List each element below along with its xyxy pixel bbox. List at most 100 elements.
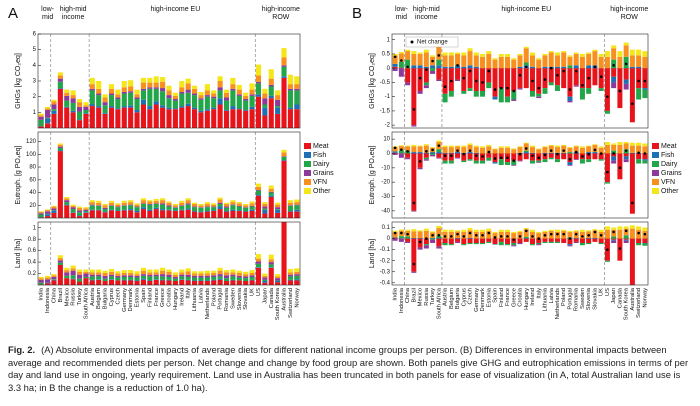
bar-segment bbox=[185, 198, 191, 201]
bar-segment bbox=[442, 147, 448, 153]
bar-segment bbox=[230, 269, 236, 273]
bar-segment bbox=[623, 142, 629, 144]
bar-segment bbox=[51, 274, 57, 276]
bar-segment bbox=[287, 272, 293, 275]
x-tick-label: India bbox=[39, 287, 45, 300]
bar-segment bbox=[511, 149, 517, 154]
bar-segment bbox=[611, 150, 617, 154]
bar-segment bbox=[442, 238, 448, 243]
bar-segment bbox=[64, 95, 70, 101]
bar-segment bbox=[275, 209, 281, 210]
bar-segment bbox=[198, 280, 204, 281]
bar-segment bbox=[642, 159, 648, 161]
net-change-marker bbox=[562, 69, 566, 73]
bar-segment bbox=[64, 100, 70, 107]
bar-segment bbox=[294, 275, 300, 280]
bar-segment bbox=[561, 153, 567, 160]
bar-segment bbox=[89, 84, 95, 89]
x-tick-label: Czech bbox=[115, 288, 121, 304]
y-tick-label: -30 bbox=[381, 194, 390, 200]
bar-segment bbox=[598, 238, 604, 243]
bar-segment bbox=[64, 89, 70, 93]
bar-segment bbox=[448, 90, 454, 97]
bar-segment bbox=[268, 196, 274, 218]
group-label: high-mid income bbox=[412, 6, 440, 21]
net-change-marker bbox=[468, 231, 472, 235]
bar-segment bbox=[392, 147, 398, 152]
bar-segment bbox=[249, 272, 255, 276]
bar-segment bbox=[179, 209, 185, 211]
bar-segment bbox=[76, 216, 83, 218]
y-tick-label: -40 bbox=[381, 208, 390, 214]
bar-segment bbox=[147, 109, 153, 128]
bar-segment bbox=[102, 113, 108, 114]
y-tick-label: 20 bbox=[29, 203, 36, 209]
bar-segment bbox=[160, 107, 166, 128]
bar-segment bbox=[405, 49, 411, 52]
bar-segment bbox=[294, 109, 300, 128]
bar-segment bbox=[430, 154, 436, 157]
bar-segment bbox=[561, 144, 567, 146]
bar-segment bbox=[511, 245, 517, 247]
bar-segment bbox=[83, 271, 89, 274]
x-tick-label: South Korea bbox=[624, 287, 630, 320]
bar-segment bbox=[198, 203, 204, 206]
bar-segment bbox=[230, 280, 236, 285]
net-change-marker bbox=[618, 247, 622, 250]
bar-segment bbox=[249, 203, 255, 206]
axes-frame bbox=[391, 33, 649, 129]
x-tick-label: US bbox=[256, 288, 262, 296]
bar-segment bbox=[586, 52, 592, 54]
net-change-marker bbox=[456, 64, 459, 67]
bar-segment bbox=[230, 200, 236, 203]
y-axis-label: Land [ha] bbox=[15, 239, 22, 268]
bar-segment bbox=[642, 143, 648, 147]
bar-segment bbox=[523, 46, 529, 49]
x-tick-label: Slovenia bbox=[237, 287, 243, 310]
bar-segment bbox=[480, 243, 486, 245]
legend-label: Other bbox=[661, 188, 679, 195]
bar-segment bbox=[423, 145, 429, 153]
bar-segment bbox=[243, 280, 249, 285]
bar-segment bbox=[128, 80, 134, 87]
bar-segment bbox=[548, 145, 554, 153]
bar-segment bbox=[38, 278, 44, 280]
bar-segment bbox=[405, 51, 411, 60]
bar-segment bbox=[405, 153, 411, 158]
bar-segment bbox=[517, 88, 523, 90]
bar-segment bbox=[64, 272, 70, 276]
bar-segment bbox=[185, 92, 191, 104]
legend-swatch bbox=[304, 179, 311, 185]
bar-segment bbox=[89, 202, 95, 205]
bar-segment bbox=[96, 93, 102, 96]
bar-segment bbox=[455, 152, 461, 154]
bar-segment bbox=[623, 68, 629, 80]
bar-segment bbox=[542, 147, 548, 153]
bar-segment bbox=[405, 146, 411, 151]
bar-segment bbox=[636, 142, 642, 146]
plot-area bbox=[392, 140, 648, 214]
bar-segment bbox=[102, 102, 108, 106]
bar-segment bbox=[523, 229, 529, 237]
net-change-marker bbox=[393, 146, 397, 150]
bar-segment bbox=[423, 244, 429, 246]
bar-segment bbox=[64, 92, 70, 96]
bar-segment bbox=[436, 152, 442, 154]
bar-segment bbox=[217, 104, 223, 128]
bar-segment bbox=[172, 207, 178, 208]
bar-segment bbox=[262, 202, 268, 204]
bar-segment bbox=[179, 81, 185, 88]
bar-segment bbox=[108, 271, 115, 275]
bar-segment bbox=[473, 147, 479, 153]
bar-segment bbox=[281, 222, 287, 285]
bar-segment bbox=[268, 84, 274, 87]
bar-segment bbox=[636, 68, 642, 89]
bar-segment bbox=[567, 164, 573, 166]
bar-segment bbox=[268, 264, 274, 268]
bar-segment bbox=[108, 210, 115, 218]
bar-segment bbox=[294, 104, 300, 110]
net-change-marker bbox=[618, 166, 622, 170]
net-change-marker bbox=[487, 231, 491, 235]
bar-segment bbox=[268, 98, 274, 128]
bar-segment bbox=[89, 210, 95, 218]
